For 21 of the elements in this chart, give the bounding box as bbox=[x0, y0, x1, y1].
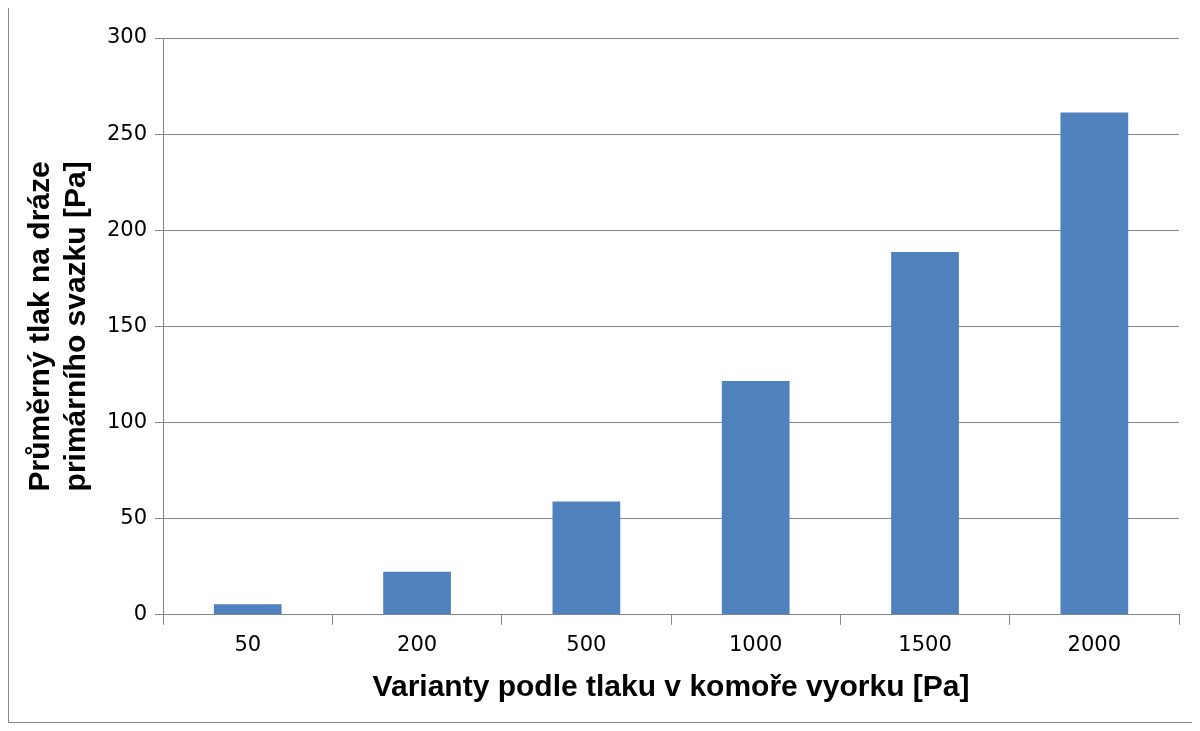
bar bbox=[891, 251, 959, 615]
bar bbox=[383, 571, 451, 615]
y-tick-label: 0 bbox=[133, 601, 148, 626]
x-tick-label: 2000 bbox=[1067, 631, 1122, 656]
x-axis-title: Varianty podle tlaku v komoře vyorku [Pa] bbox=[372, 669, 970, 703]
bar bbox=[1060, 112, 1129, 615]
y-axis-title: Průměrný tlak na dráze primárního svazku [Pa] bbox=[22, 161, 92, 492]
x-tick-label: 500 bbox=[566, 631, 607, 656]
y-tick-label: 300 bbox=[106, 24, 148, 49]
y-tick-label: 200 bbox=[106, 216, 148, 241]
x-tick-label: 1000 bbox=[728, 631, 783, 656]
x-tick-label: 1500 bbox=[898, 631, 952, 656]
bar bbox=[721, 381, 790, 615]
y-tick-label: 100 bbox=[106, 408, 148, 433]
x-tick-label: 200 bbox=[397, 631, 438, 656]
bar bbox=[213, 604, 282, 615]
y-tick-label: 150 bbox=[106, 312, 148, 337]
y-tick-label: 250 bbox=[106, 120, 148, 145]
x-tick-label: 50 bbox=[234, 631, 262, 656]
bar bbox=[552, 501, 621, 615]
y-tick-label: 50 bbox=[120, 505, 148, 530]
